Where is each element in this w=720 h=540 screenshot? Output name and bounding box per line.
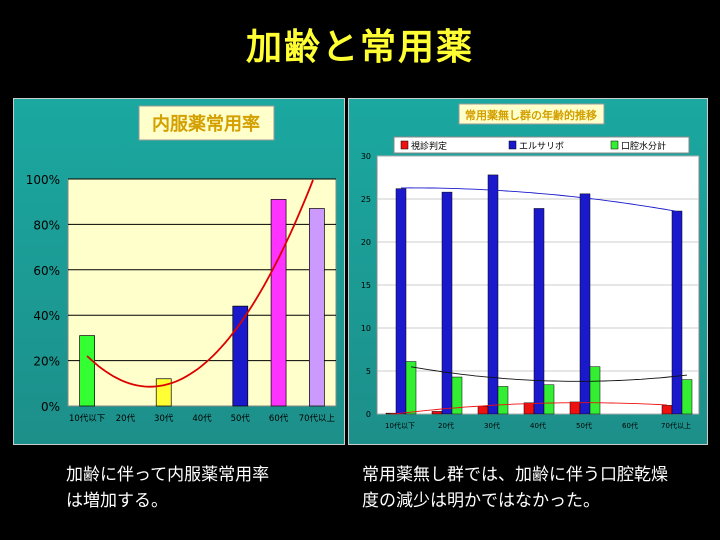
bar bbox=[487, 174, 499, 415]
bar bbox=[569, 401, 581, 415]
trend-line bbox=[390, 402, 668, 415]
bar bbox=[451, 376, 463, 415]
legend-label: 口腔水分計 bbox=[621, 140, 666, 152]
x-tick-label: 10代以下 bbox=[385, 421, 415, 430]
x-tick-label: 30代 bbox=[154, 413, 174, 424]
bar bbox=[671, 210, 683, 415]
bar bbox=[270, 199, 287, 407]
y-tick-label: 20% bbox=[33, 355, 60, 369]
y-tick-label: 60% bbox=[33, 264, 60, 278]
y-tick-label: 30 bbox=[361, 152, 371, 161]
x-tick-label: 70代以上 bbox=[661, 421, 691, 430]
x-tick-label: 60代 bbox=[269, 413, 289, 424]
legend-swatch bbox=[508, 140, 517, 150]
trend-line bbox=[86, 179, 314, 388]
bar bbox=[543, 384, 555, 415]
x-tick-label: 50代 bbox=[231, 413, 251, 424]
legend-swatch bbox=[610, 140, 619, 150]
y-tick-label: 15 bbox=[361, 281, 371, 290]
chart-title-box bbox=[138, 105, 275, 141]
left-caption: 加齢に伴って内服薬常用率 は増加する。 bbox=[66, 462, 326, 514]
bar bbox=[79, 335, 95, 407]
y-tick-label: 25 bbox=[361, 195, 371, 204]
plot-area bbox=[67, 178, 337, 407]
y-tick-label: 5 bbox=[366, 367, 371, 376]
chart-title: 常用薬無し群の年齢的推移 bbox=[465, 108, 597, 122]
legend-swatch bbox=[400, 140, 409, 150]
bar bbox=[681, 379, 693, 415]
y-tick-label: 20 bbox=[361, 238, 371, 247]
y-tick-label: 0% bbox=[41, 400, 60, 414]
x-tick-label: 40代 bbox=[192, 413, 212, 424]
slide-title: 加齢と常用薬 bbox=[245, 27, 474, 68]
y-tick-label: 0 bbox=[366, 410, 371, 419]
bar bbox=[405, 361, 417, 415]
bar bbox=[309, 208, 325, 407]
bar bbox=[232, 305, 249, 407]
x-tick-label: 20代 bbox=[116, 413, 136, 424]
legend-label: エルサリボ bbox=[519, 141, 564, 152]
bar bbox=[579, 193, 591, 415]
left-chart-panel: 内服薬常用率 0% 20% 40% 60% 80% 100% 10代以下 20代 30代 40代 50… bbox=[13, 98, 345, 445]
y-tick-label: 100% bbox=[26, 173, 60, 187]
x-tick-label: 40代 bbox=[530, 421, 546, 430]
x-tick-label: 70代以上 bbox=[299, 413, 336, 424]
bar bbox=[155, 378, 172, 407]
bar bbox=[523, 402, 535, 415]
bar bbox=[497, 386, 509, 415]
x-tick-label: 30代 bbox=[484, 421, 500, 430]
oral-medication-rate-chart: 内服薬常用率 0% 20% 40% 60% 80% 100% 10代以下 20代 30代 40代 50… bbox=[26, 105, 337, 424]
left-caption-line1: 加齢に伴って内服薬常用率 bbox=[66, 465, 270, 485]
chart-title-box bbox=[458, 103, 605, 125]
y-tick-label: 10 bbox=[361, 324, 371, 333]
bar bbox=[661, 405, 673, 415]
bar bbox=[431, 411, 443, 415]
bar bbox=[441, 191, 453, 415]
x-tick-label: 60代 bbox=[622, 421, 638, 430]
y-tick-label: 40% bbox=[33, 309, 60, 323]
right-chart-panel: 常用薬無し群の年齢的推移 0 5 10 15 20 25 30 視診判定 エルサリボ 口腔水分計 10… bbox=[348, 98, 708, 445]
bar bbox=[395, 188, 407, 415]
trend-line bbox=[401, 187, 678, 212]
left-caption-line2: は増加する。 bbox=[66, 491, 168, 511]
chart-title: 内服薬常用率 bbox=[152, 113, 260, 135]
bar bbox=[533, 208, 545, 415]
no-medication-group-chart: 常用薬無し群の年齢的推移 0 5 10 15 20 25 30 視診判定 エルサリボ 口腔水分計 10… bbox=[361, 103, 700, 430]
bar bbox=[589, 366, 601, 415]
right-caption: 常用薬無し群では、加齢に伴う口腔乾燥 度の減少は明かではなかった。 bbox=[362, 462, 707, 514]
right-caption-line2: 度の減少は明かではなかった。 bbox=[362, 491, 600, 511]
x-tick-label: 50代 bbox=[576, 421, 592, 430]
x-tick-label: 20代 bbox=[438, 421, 454, 430]
trend-line bbox=[410, 366, 688, 382]
bar bbox=[477, 406, 489, 415]
x-tick-label: 10代以下 bbox=[69, 413, 106, 424]
legend-label: 視診判定 bbox=[411, 140, 447, 152]
y-tick-label: 80% bbox=[33, 218, 60, 232]
right-caption-line1: 常用薬無し群では、加齢に伴う口腔乾燥 bbox=[362, 465, 668, 485]
